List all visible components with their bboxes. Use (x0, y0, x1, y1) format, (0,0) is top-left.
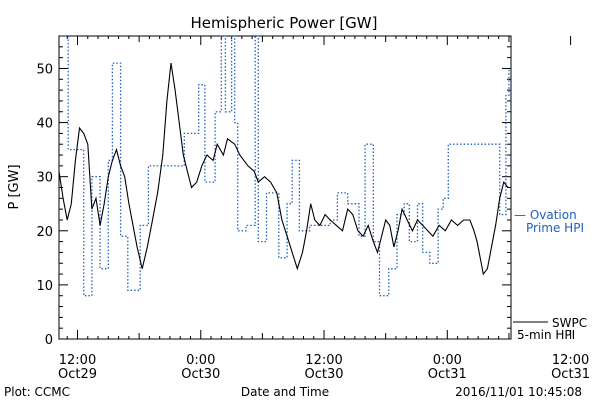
series-line-swpc (58, 63, 509, 276)
plot-credit: Plot: CCMC (4, 385, 70, 399)
x-tick-label-date: Oct30 (181, 367, 220, 382)
y-tick-label: 10 (36, 279, 53, 294)
y-tick-label: 0 (45, 333, 53, 348)
x-tick-label-time: 0:00 (433, 353, 462, 368)
x-axis-label: Date and Time (241, 385, 329, 399)
legend-swpc-label: SWPC (552, 316, 587, 330)
y-tick-label: 40 (36, 117, 53, 132)
x-tick-label-time: 0:00 (186, 353, 215, 368)
x-tick-label-time: 12:00 (552, 353, 589, 368)
x-tick-label-date: Oct30 (305, 367, 344, 382)
series-line-ovation-prime (61, 35, 510, 297)
plot-timestamp: 2016/11/01 10:45:08 (455, 385, 582, 399)
y-tick-label: 30 (36, 171, 53, 186)
x-tick-label-date: Oct31 (428, 367, 467, 382)
x-tick-label-time: 12:00 (305, 353, 342, 368)
y-axis-label: P [GW] (7, 164, 22, 209)
chart-title: Hemispheric Power [GW] (191, 14, 378, 32)
series-layer (58, 35, 510, 297)
x-tick-label-time: 12:00 (59, 353, 96, 368)
y-tick-label: 20 (36, 225, 53, 240)
legend-ovation-label: — Ovation (514, 208, 577, 222)
x-tick-label-date: Oct29 (58, 367, 97, 382)
x-tick-label-date: Oct31 (551, 367, 590, 382)
y-tick-label: 50 (36, 62, 53, 77)
legend-swpc-label-2: 5-min HPI (517, 328, 575, 342)
legend-ovation-label-2: Prime HPI (526, 221, 584, 235)
x-axis-ticks: 12:00Oct290:00Oct3012:00Oct300:00Oct3112… (58, 36, 590, 382)
y-axis-ticks: 0 10 20 30 40 50 (36, 35, 511, 348)
